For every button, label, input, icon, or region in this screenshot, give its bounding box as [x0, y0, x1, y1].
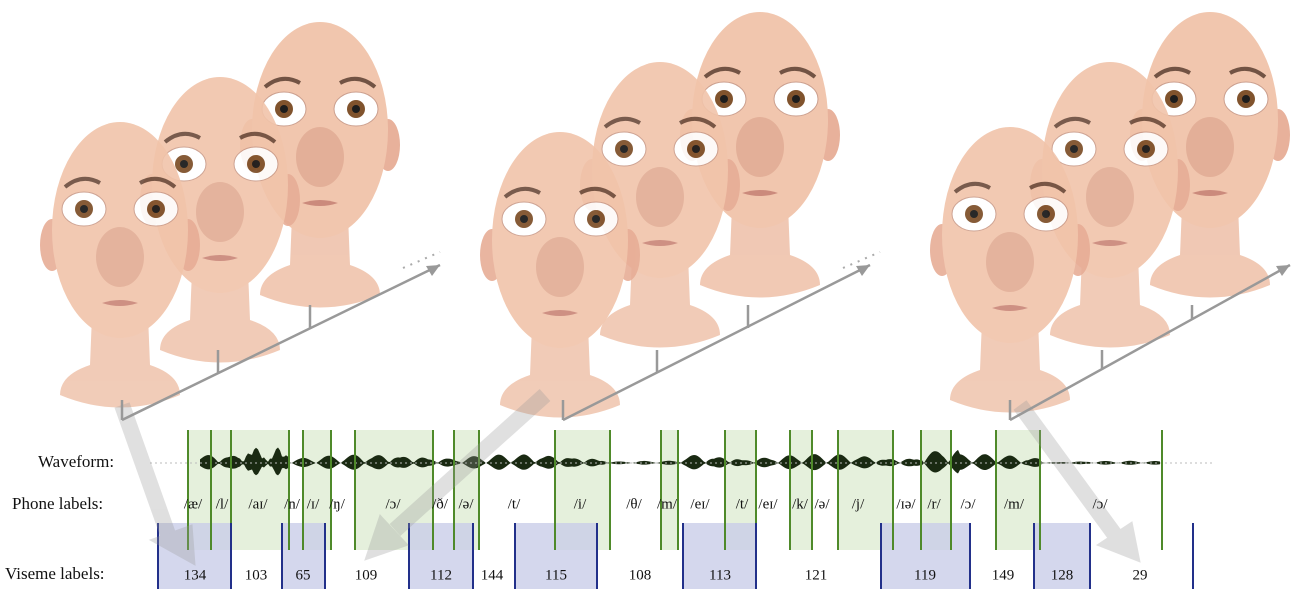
- phone-label: /m/: [1004, 496, 1025, 512]
- viseme-label: 112: [430, 567, 452, 583]
- viseme-band: [409, 523, 473, 589]
- phone-label: /ɔ/: [1093, 496, 1109, 512]
- viseme-label: 113: [709, 567, 731, 583]
- viseme-label: 29: [1133, 567, 1148, 583]
- axis: [1008, 263, 1291, 422]
- row-label: Viseme labels:: [5, 564, 105, 583]
- viseme-label: 108: [629, 567, 652, 583]
- phone-label: /l/: [216, 496, 229, 512]
- row-label: Waveform:: [38, 452, 114, 471]
- phone-label: /j/: [852, 496, 865, 512]
- phone-label: /aɪ/: [248, 496, 268, 512]
- row-label: Phone labels:: [12, 494, 103, 513]
- ellipsis: [842, 251, 881, 269]
- phone-label: /k/: [792, 496, 809, 512]
- viseme-label: 144: [481, 567, 504, 583]
- phone-label: /eɪ/: [758, 496, 778, 512]
- face-group: [928, 10, 1292, 422]
- phone-band: [661, 430, 678, 550]
- viseme-band: [1034, 523, 1090, 589]
- phone-label: /ɔ/: [961, 496, 977, 512]
- mapping-arrows: [114, 389, 1141, 566]
- phone-label: /t/: [736, 496, 749, 512]
- label-bands: [158, 430, 1090, 589]
- face-group: [478, 10, 881, 422]
- viseme-band: [158, 523, 231, 589]
- viseme-label: 65: [296, 567, 311, 583]
- axis: [120, 263, 441, 422]
- viseme-label: 103: [245, 567, 268, 583]
- viseme-label: 121: [805, 567, 828, 583]
- labels: /æ/ /l/ /aɪ/ /n/ /ɪ/ /ŋ/ /ɔ/ /ð/ /ə/ /t/ /i/ /θ/ /m/…: [184, 496, 1148, 583]
- phone-label: /θ/: [626, 496, 642, 512]
- phone-label: /ð/: [432, 496, 449, 512]
- arrowhead: [856, 265, 870, 276]
- phone-label: /ə/: [459, 496, 475, 512]
- viseme-label: 149: [992, 567, 1015, 583]
- phone-label: /m/: [657, 496, 678, 512]
- phone-label: /r/: [927, 496, 941, 512]
- face-group: [38, 20, 441, 422]
- arrowhead: [1276, 265, 1290, 276]
- phone-band: [790, 430, 812, 550]
- boundary-lines: [157, 430, 1194, 589]
- viseme-label: 115: [545, 567, 567, 583]
- phone-label: /eɪ/: [690, 496, 710, 512]
- viseme-label: 134: [184, 567, 207, 583]
- phone-label: /i/: [574, 496, 587, 512]
- phone-label: /æ/: [184, 496, 203, 512]
- phone-label: /ɪə/: [896, 496, 916, 512]
- ellipsis: [402, 251, 441, 269]
- phone-label: /t/: [508, 496, 521, 512]
- viseme-label: 109: [355, 567, 378, 583]
- viseme-band: [881, 523, 970, 589]
- phone-label: /ə/: [815, 496, 831, 512]
- phone-label: /ɔ/: [386, 496, 402, 512]
- phone-band: [996, 430, 1040, 550]
- phone-label: /ŋ/: [329, 496, 346, 512]
- arrowhead: [426, 265, 440, 276]
- axis: [561, 263, 871, 422]
- phone-label: /n/: [284, 496, 301, 512]
- viseme-band: [683, 523, 756, 589]
- viseme-label: 119: [914, 567, 936, 583]
- waveform: [200, 447, 1160, 476]
- phone-label: /ɪ/: [307, 496, 320, 512]
- viseme-label: 128: [1051, 567, 1074, 583]
- phone-band: [231, 430, 289, 550]
